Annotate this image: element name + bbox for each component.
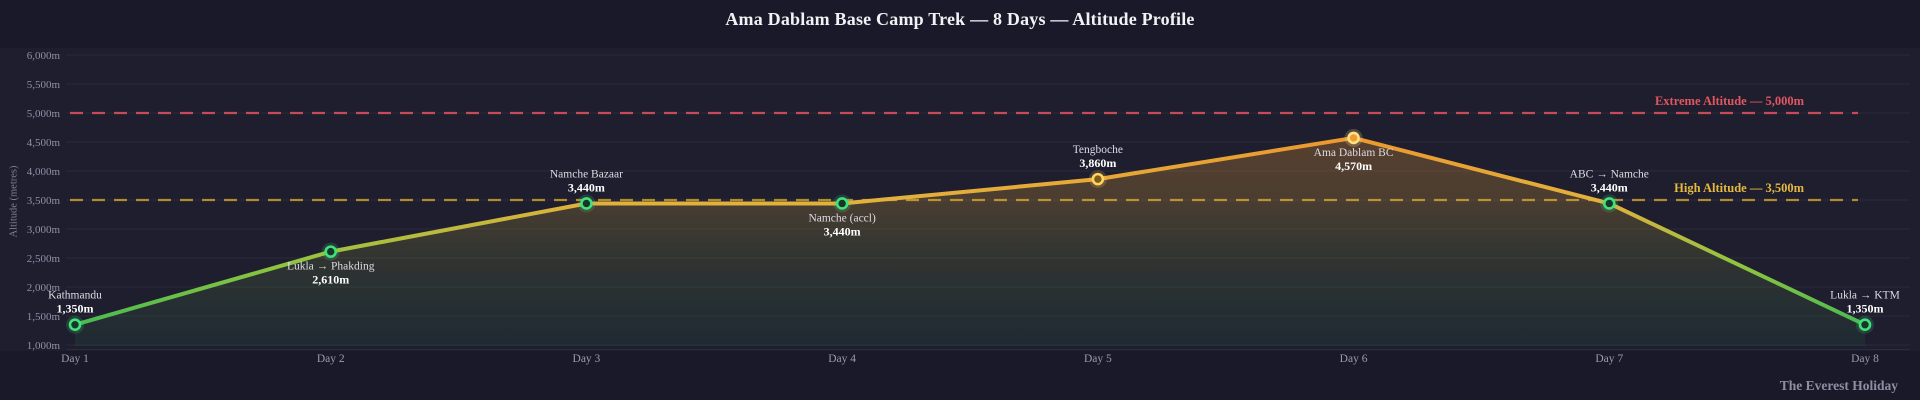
- footer-brand: The Everest Holiday: [1779, 378, 1898, 393]
- y-tick-label: 1,000m: [27, 340, 61, 352]
- marker-ring: [835, 197, 849, 210]
- point-value-label: 3,440m: [824, 224, 861, 238]
- data-point-day-6[interactable]: [1344, 128, 1363, 147]
- data-point-day-1[interactable]: [66, 315, 84, 334]
- y-tick-label: 1,500m: [27, 311, 61, 323]
- x-tick-label: Day 8: [1851, 353, 1879, 365]
- point-value-label: 2,610m: [312, 273, 349, 287]
- y-tick-label: 5,500m: [27, 79, 61, 91]
- data-point-day-3[interactable]: [577, 194, 596, 213]
- y-tick-label: 6,000m: [27, 50, 61, 62]
- page-title: Ama Dablam Base Camp Trek — 8 Days — Alt…: [725, 9, 1195, 29]
- point-name-label: ABC → Namche: [1570, 168, 1649, 180]
- y-tick-label: 2,500m: [27, 253, 61, 265]
- marker-ring: [1858, 318, 1872, 332]
- marker-ring: [1347, 131, 1360, 145]
- threshold-label-high: High Altitude — 3,500m: [1674, 181, 1804, 195]
- marker-ring: [324, 245, 338, 258]
- point-value-label: 3,860m: [1079, 156, 1116, 170]
- x-tick-label: Day 1: [61, 353, 89, 365]
- point-value-label: 1,350m: [1847, 302, 1884, 316]
- point-value-label: 4,570m: [1335, 159, 1372, 173]
- point-name-label: Namche Bazaar: [550, 168, 623, 180]
- threshold-label-extreme: Extreme Altitude — 5,000m: [1655, 94, 1805, 108]
- point-name-label: Namche (accl): [808, 212, 876, 224]
- data-point-day-7[interactable]: [1600, 194, 1619, 213]
- x-tick-label: Day 4: [828, 353, 856, 365]
- data-point-day-8[interactable]: [1856, 315, 1874, 334]
- point-value-label: 3,440m: [568, 180, 605, 194]
- y-tick-label: 3,500m: [27, 195, 61, 207]
- point-value-label: 3,440m: [1591, 180, 1628, 194]
- data-point-day-5[interactable]: [1088, 170, 1107, 189]
- y-tick-label: 2,000m: [27, 282, 61, 294]
- data-point-day-2[interactable]: [321, 242, 340, 261]
- point-value-label: 1,350m: [57, 302, 94, 316]
- y-tick-label: 4,000m: [27, 166, 61, 178]
- marker-ring: [580, 197, 593, 210]
- y-tick-label: 4,500m: [27, 137, 61, 149]
- point-name-label: Lukla → Phakding: [287, 261, 375, 273]
- x-tick-label: Day 6: [1340, 353, 1368, 365]
- point-name-label: Lukla → KTM: [1830, 290, 1900, 302]
- altitude-line: [73, 135, 1867, 327]
- x-tick-label: Day 2: [317, 353, 345, 365]
- x-tick-label: Day 3: [573, 353, 601, 365]
- altitude-area: [75, 137, 1865, 346]
- point-name-label: Kathmandu: [48, 290, 102, 302]
- y-axis-title: Altitude (metres): [8, 165, 20, 238]
- point-name-label: Ama Dablam BC: [1314, 147, 1394, 159]
- marker-ring: [68, 318, 82, 332]
- x-tick-label: Day 7: [1595, 353, 1623, 365]
- marker-ring: [1091, 172, 1105, 186]
- marker-ring: [1602, 197, 1616, 210]
- y-tick-label: 3,000m: [27, 224, 61, 236]
- point-name-label: Tengboche: [1073, 144, 1123, 156]
- y-tick-label: 5,000m: [27, 108, 61, 120]
- data-point-day-4[interactable]: [833, 194, 852, 213]
- x-tick-label: Day 5: [1084, 353, 1112, 365]
